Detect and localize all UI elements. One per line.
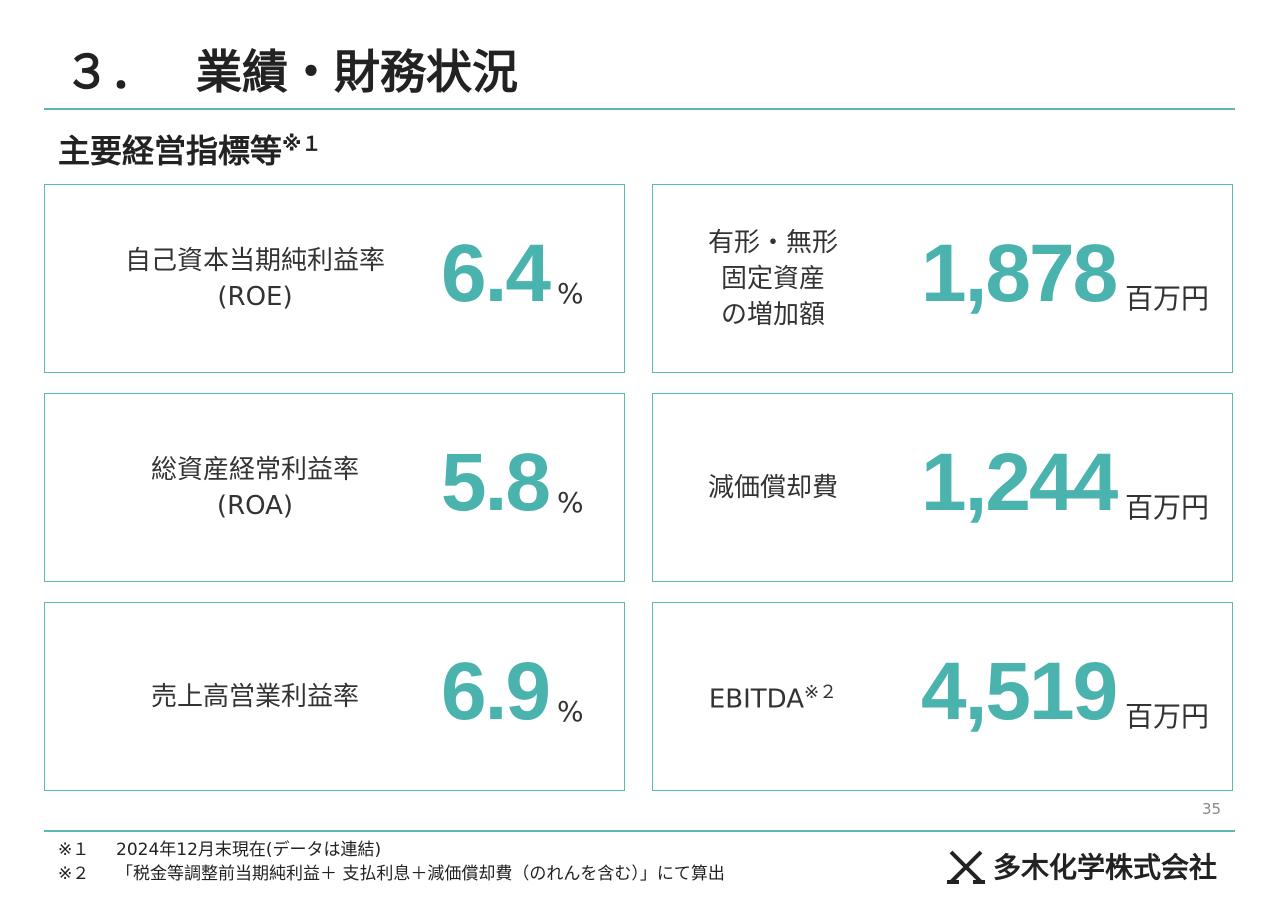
card-unit: % [557, 486, 584, 519]
subtitle-note: ※１ [282, 131, 322, 156]
card-value: 6.4 [441, 228, 551, 319]
label-line: の増加額 [720, 299, 825, 330]
footnotes: ※１ 2024年12月末現在(データは連結) ※２ 「税金等調整前当期純利益＋ 支払利… [58, 838, 725, 886]
card-value: 4,519 [921, 646, 1118, 737]
label-line: 自己資本当期純利益率 [124, 245, 385, 276]
card-label: 自己資本当期純利益率 (ROE) [75, 185, 435, 372]
label-line: 売上高営業利益率 [150, 681, 359, 712]
label-line: EBITDA※２ [709, 675, 837, 718]
label-note: ※２ [804, 682, 838, 704]
card: 総資産経常利益率 (ROA) 5.8% [44, 393, 625, 582]
card: 減価償却費 1,244 百万円 [652, 393, 1233, 582]
footnote-text: 2024年12月末現在(データは連結) [116, 840, 382, 860]
card-value: 1,878 [921, 228, 1118, 319]
card-value: 1,244 [921, 437, 1118, 528]
subtitle-text: 主要経営指標等 [58, 132, 283, 170]
rule [44, 830, 1235, 832]
card-value: 6.9 [441, 646, 551, 737]
title-number: ３． [64, 45, 156, 99]
label-line: 有形・無形 [707, 227, 838, 258]
footnote-mark: ※２ [58, 864, 90, 884]
label-line: (ROA) [216, 490, 294, 521]
card-label: 売上高営業利益率 [75, 603, 435, 790]
page-number: 35 [1202, 800, 1222, 818]
label-line: 総資産経常利益率 [150, 454, 359, 485]
card: 有形・無形固定資産の増加額 1,878 百万円 [652, 184, 1233, 373]
card: 売上高営業利益率 6.9% [44, 602, 625, 791]
label-line: EBITDA [708, 684, 805, 715]
title-text: 業績・財務状況 [196, 45, 518, 99]
title: ３． 業績・財務状況 [64, 36, 518, 102]
card-label: EBITDA※２ [693, 603, 853, 790]
card-label: 総資産経常利益率 (ROA) [75, 394, 435, 581]
footnote-text: 「税金等調整前当期純利益＋ 支払利息＋減価償却費（のれんを含む）」にて算出 [116, 864, 725, 884]
rule [44, 108, 1235, 110]
footnote-mark: ※１ [58, 840, 90, 860]
card-unit: 百万円 [1125, 700, 1210, 733]
logo-icon [947, 850, 985, 884]
subtitle: 主要経営指標等※１ [58, 126, 321, 172]
company: 多木化学株式会社 [993, 851, 1218, 884]
card-label: 有形・無形固定資産の増加額 [693, 185, 853, 372]
card-label: 減価償却費 [693, 394, 853, 581]
card: 自己資本当期純利益率 (ROE) 6.4% [44, 184, 625, 373]
label-line: (ROE) [217, 281, 293, 312]
card: EBITDA※２ 4,519 百万円 [652, 602, 1233, 791]
label-line: 減価償却費 [707, 472, 838, 503]
card-value: 5.8 [441, 437, 551, 528]
footnote: ※２ 「税金等調整前当期純利益＋ 支払利息＋減価償却費（のれんを含む）」にて算出 [58, 862, 725, 886]
card-unit: % [557, 695, 584, 728]
card-unit: % [557, 277, 584, 310]
label-line: 固定資産 [720, 263, 825, 294]
card-unit: 百万円 [1125, 491, 1210, 524]
logo: 多木化学株式会社 [945, 846, 1217, 886]
footnote: ※１ 2024年12月末現在(データは連結) [58, 838, 725, 862]
card-unit: 百万円 [1125, 282, 1210, 315]
